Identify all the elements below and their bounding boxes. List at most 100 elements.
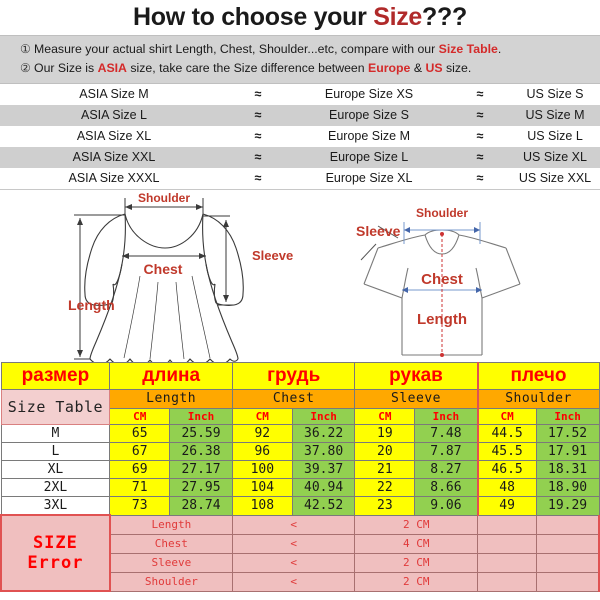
size-table-row: L 67 26.38 96 37.80 20 7.87 45.5 17.91 bbox=[0, 442, 600, 462]
value-chest_in: 40.94 bbox=[291, 478, 356, 498]
unit-inch-chest: Inch bbox=[291, 408, 356, 426]
value-length_in: 26.38 bbox=[169, 442, 233, 462]
size-error-blank bbox=[477, 514, 537, 535]
size-label-cell: 2XL bbox=[0, 478, 111, 498]
value-sleeve_in: 7.87 bbox=[414, 442, 479, 462]
instruction-text: & bbox=[410, 61, 426, 76]
size-error-operator: < bbox=[231, 514, 356, 535]
approx-equals-icon: ≈ bbox=[450, 147, 510, 169]
approx-equals-icon: ≈ bbox=[450, 84, 510, 106]
instruction-line-1: ① Measure your actual shirt Length, Chest… bbox=[0, 40, 600, 60]
size-table-row: 3XL 73 28.74 108 42.52 23 9.06 49 19.29 bbox=[0, 496, 600, 516]
long-sleeve-dress-diagram: Shoulder Chest Sleeve Length bbox=[52, 190, 312, 363]
value-sleeve_cm: 22 bbox=[354, 478, 416, 498]
instruction-number-icon: ① bbox=[20, 41, 31, 56]
tshirt-chest-label: Chest bbox=[421, 271, 463, 288]
value-chest_cm: 108 bbox=[231, 496, 293, 516]
value-chest_in: 37.80 bbox=[291, 442, 356, 462]
group-header-length: Length bbox=[109, 389, 233, 410]
size-error-tolerance: 2 CM bbox=[354, 571, 479, 592]
size-table-row: XL 69 27.17 100 39.37 21 8.27 46.5 18.31 bbox=[0, 460, 600, 480]
asia-size-cell: ASIA Size M bbox=[0, 84, 228, 106]
size-conversion-section: ASIA Size M ≈ Europe Size XS ≈ US Size S ASIA… bbox=[0, 84, 600, 191]
value-length_cm: 73 bbox=[109, 496, 171, 516]
value-shoulder_in: 17.91 bbox=[535, 442, 600, 462]
conversion-row: ASIA Size XXXL ≈ Europe Size XL ≈ US Size XX… bbox=[0, 168, 600, 190]
value-chest_cm: 104 bbox=[231, 478, 293, 498]
europe-size-cell: Europe Size XS bbox=[288, 84, 450, 106]
value-length_in: 28.74 bbox=[169, 496, 233, 516]
us-size-cell: US Size XXL bbox=[510, 168, 600, 190]
instruction-text: . bbox=[497, 41, 502, 56]
approx-equals-icon: ≈ bbox=[228, 84, 288, 106]
unit-cm-shoulder: CM bbox=[476, 408, 537, 426]
value-shoulder_cm: 46.5 bbox=[476, 460, 537, 480]
us-size-cell: US Size M bbox=[510, 105, 600, 127]
size-error-blank bbox=[535, 514, 600, 535]
approx-equals-icon: ≈ bbox=[450, 105, 510, 127]
value-length_in: 27.17 bbox=[169, 460, 233, 480]
approx-equals-icon: ≈ bbox=[228, 147, 288, 169]
us-size-cell: US Size S bbox=[510, 84, 600, 106]
instruction-keyword: US bbox=[425, 61, 443, 76]
value-sleeve_in: 7.48 bbox=[414, 424, 479, 444]
instruction-line-2: ② Our Size is ASIA size, take care the Si… bbox=[0, 59, 600, 79]
value-shoulder_cm: 48 bbox=[476, 478, 537, 498]
size-error-blank bbox=[535, 571, 600, 592]
tshirt-sleeve-label: Sleeve bbox=[356, 223, 401, 239]
europe-size-cell: Europe Size L bbox=[288, 147, 450, 169]
unit-inch-sleeve: Inch bbox=[414, 408, 479, 426]
us-size-cell: US Size XL bbox=[510, 147, 600, 169]
value-chest_cm: 96 bbox=[231, 442, 293, 462]
unit-inch-shoulder: Inch bbox=[535, 408, 600, 426]
value-shoulder_cm: 44.5 bbox=[476, 424, 537, 444]
approx-equals-icon: ≈ bbox=[450, 126, 510, 148]
size-table-label: Size Table bbox=[0, 389, 111, 426]
size-error-measure: Length bbox=[109, 514, 233, 535]
dress-length-label: Length bbox=[68, 297, 115, 313]
value-length_cm: 65 bbox=[109, 424, 171, 444]
value-length_cm: 69 bbox=[109, 460, 171, 480]
group-header-sleeve: Sleeve bbox=[354, 389, 479, 410]
value-shoulder_in: 17.52 bbox=[535, 424, 600, 444]
measurement-size-table: размер длина грудь рукав плечо Size Table Leng… bbox=[0, 362, 600, 593]
size-error-measure: Chest bbox=[109, 533, 233, 554]
size-error-tolerance: 2 CM bbox=[354, 552, 479, 573]
group-header-chest: Chest bbox=[231, 389, 356, 410]
size-error-operator: < bbox=[231, 552, 356, 573]
instruction-text: size. bbox=[442, 61, 472, 76]
instruction-text: Measure your actual shirt Length, Chest,… bbox=[34, 41, 439, 56]
page-title: How to choose your Size??? bbox=[0, 0, 600, 35]
instruction-keyword: ASIA bbox=[97, 61, 127, 76]
ru-header-dlina: длина bbox=[109, 362, 233, 391]
instruction-number-icon: ② bbox=[20, 61, 31, 76]
asia-size-cell: ASIA Size XXL bbox=[0, 147, 228, 169]
approx-equals-icon: ≈ bbox=[228, 105, 288, 127]
instruction-keyword: Size Table bbox=[438, 41, 498, 56]
approx-equals-icon: ≈ bbox=[228, 126, 288, 148]
instruction-keyword: Europe bbox=[368, 61, 411, 76]
value-sleeve_cm: 23 bbox=[354, 496, 416, 516]
unit-header-row: CM Inch CM Inch CM Inch CM Inch bbox=[1, 408, 600, 426]
size-table-row: 2XL 71 27.95 104 40.94 22 8.66 48 18.90 bbox=[0, 478, 600, 498]
size-error-measure: Sleeve bbox=[109, 552, 233, 573]
size-label-cell: XL bbox=[0, 460, 111, 480]
russian-header-row: размер длина грудь рукав плечо bbox=[0, 362, 600, 391]
asia-size-cell: ASIA Size L bbox=[0, 105, 228, 127]
conversion-row: ASIA Size M ≈ Europe Size XS ≈ US Size S bbox=[0, 84, 600, 106]
garment-diagrams: Shoulder Chest Sleeve Length bbox=[0, 190, 600, 363]
size-error-row: SIZE Error Length <2 CM bbox=[0, 514, 600, 593]
size-label-cell: M bbox=[0, 424, 111, 444]
conversion-row: ASIA Size XL ≈ Europe Size M ≈ US Size L bbox=[0, 126, 600, 148]
value-length_cm: 71 bbox=[109, 478, 171, 498]
size-label-cell: L bbox=[0, 442, 111, 462]
size-error-operator: < bbox=[231, 533, 356, 554]
value-shoulder_in: 18.90 bbox=[535, 478, 600, 498]
size-error-label: SIZE Error bbox=[0, 514, 111, 593]
unit-cm-length: CM bbox=[109, 408, 171, 426]
unit-cm-sleeve: CM bbox=[354, 408, 416, 426]
size-error-operator: < bbox=[231, 571, 356, 592]
dress-shoulder-label: Shoulder bbox=[138, 191, 190, 205]
conversion-row: ASIA Size XXL ≈ Europe Size L ≈ US Size XL bbox=[0, 147, 600, 169]
group-header-shoulder: Shoulder bbox=[476, 389, 600, 410]
